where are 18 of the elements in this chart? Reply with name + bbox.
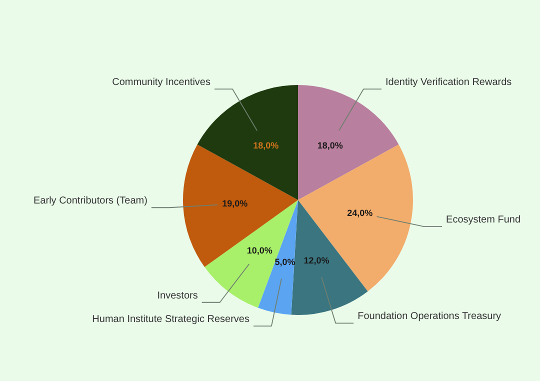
slice-label: Investors [157, 290, 198, 302]
pie-slice [197, 85, 298, 200]
pie-slice [204, 200, 298, 308]
slice-label: Community Incentives [112, 77, 210, 88]
slice-label: Ecosystem Fund [446, 214, 521, 226]
slice-label: Foundation Operations Treasury [358, 311, 502, 322]
pie-slice [298, 144, 413, 292]
data-label: 18,0% [253, 140, 279, 151]
slice-label: Early Contributors (Team) [34, 196, 148, 207]
slice-label: Identity Verification Rewards [386, 77, 512, 88]
data-label: 12,0% [304, 255, 330, 266]
data-label: 19,0% [222, 198, 248, 209]
data-label: 5,0% [274, 256, 296, 267]
slice-label: Human Institute Strategic Reserves [92, 314, 250, 326]
data-label: 10,0% [246, 245, 272, 256]
data-label: 18,0% [317, 140, 343, 151]
pie-slice [183, 144, 298, 268]
data-label: 24,0% [347, 208, 373, 218]
